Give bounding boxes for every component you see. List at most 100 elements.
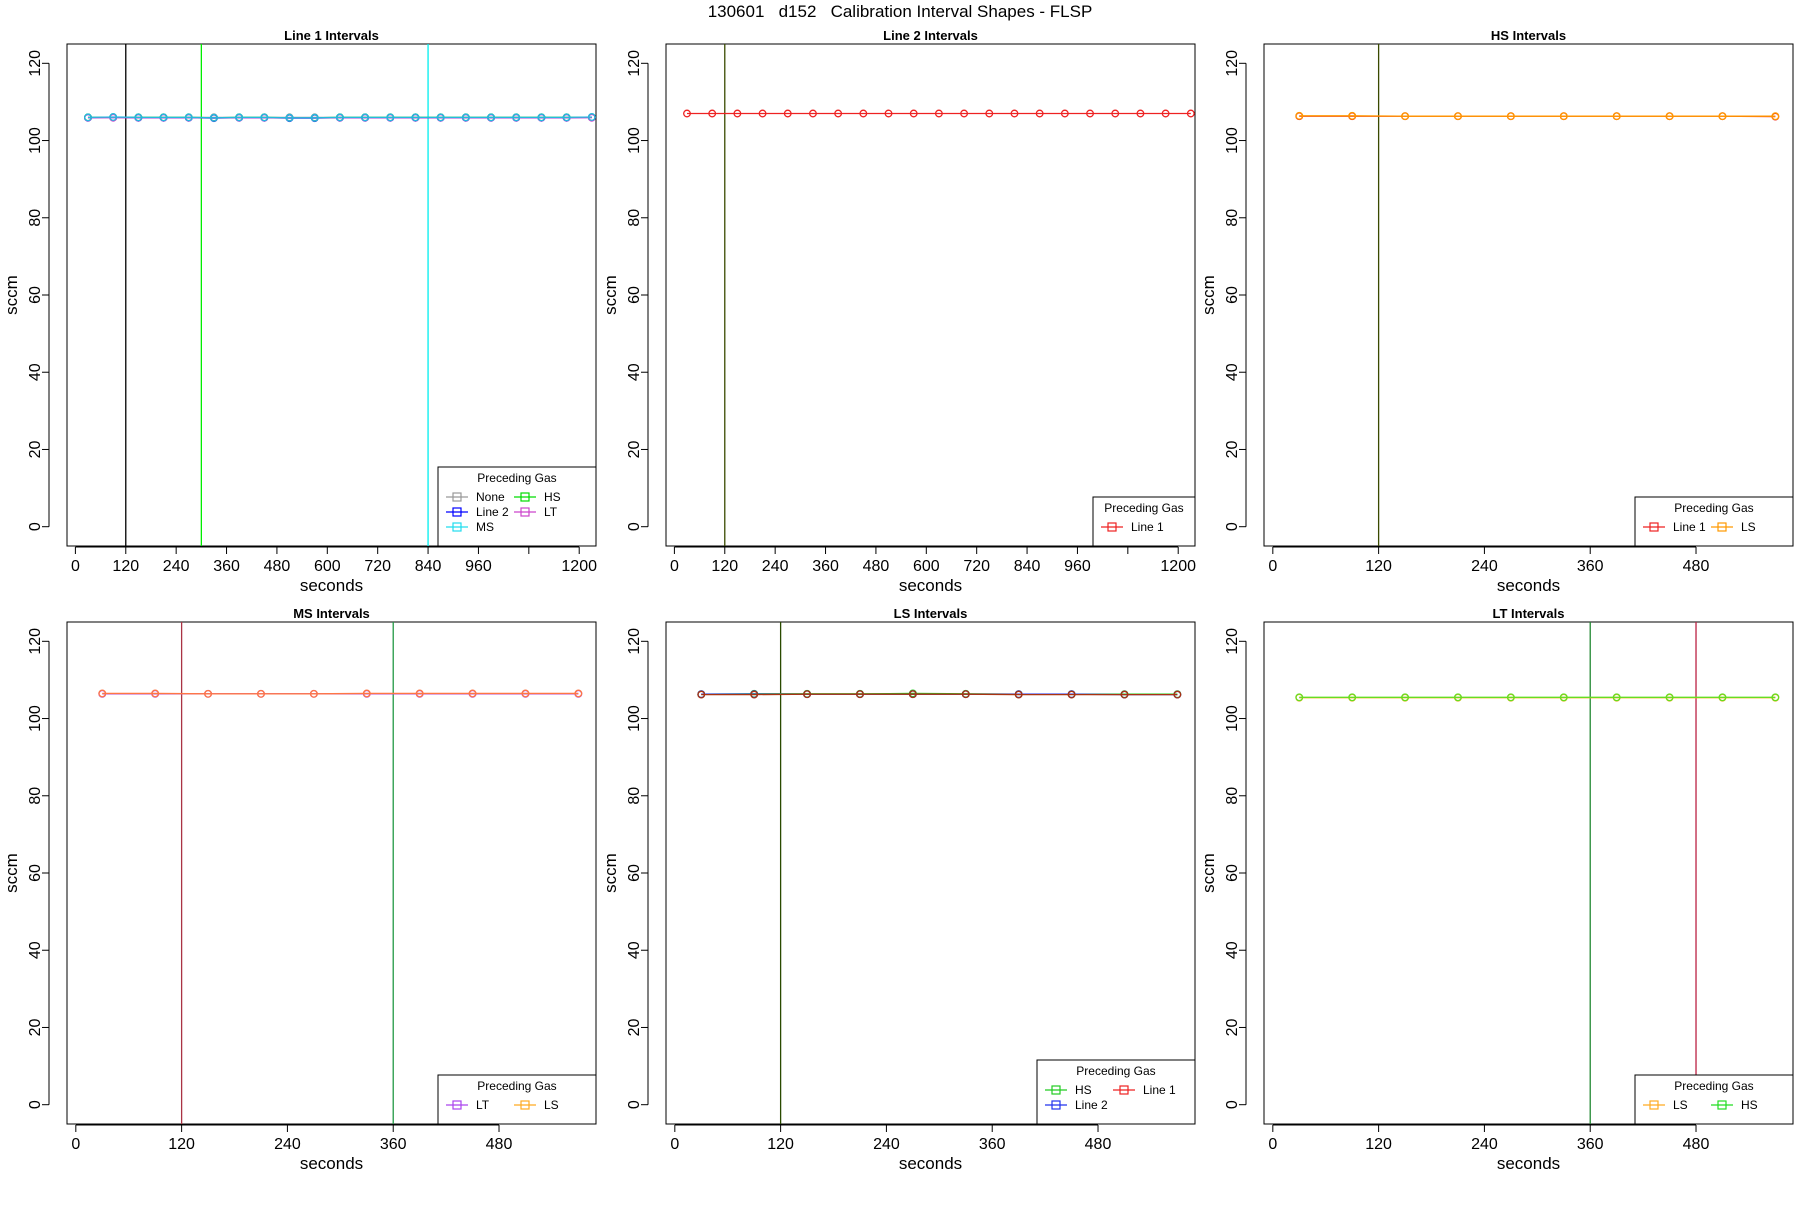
x-tick-label: 240 bbox=[163, 558, 190, 575]
y-tick-label: 80 bbox=[27, 209, 44, 227]
panel-title: Line 2 Intervals bbox=[883, 28, 978, 43]
y-tick-label: 0 bbox=[1224, 522, 1241, 531]
y-axis-label: sccm bbox=[601, 853, 620, 893]
legend: Preceding Gas Line 1 bbox=[1093, 497, 1195, 546]
y-axis-label: sccm bbox=[1199, 853, 1218, 893]
x-tick-label: 360 bbox=[812, 558, 839, 575]
panel-title: LS Intervals bbox=[894, 606, 968, 621]
x-tick-label: 360 bbox=[380, 1136, 407, 1153]
y-tick-label: 40 bbox=[1224, 363, 1241, 381]
y-tick-label: 60 bbox=[1224, 286, 1241, 304]
x-tick-label: 360 bbox=[213, 558, 240, 575]
y-tick-label: 80 bbox=[626, 787, 643, 805]
x-tick-label: 840 bbox=[415, 558, 442, 575]
y-tick-label: 100 bbox=[27, 705, 44, 732]
x-tick-label: 240 bbox=[1471, 558, 1498, 575]
legend-entry: LS bbox=[1673, 1098, 1688, 1112]
x-tick-label: 480 bbox=[486, 1136, 513, 1153]
y-tick-label: 120 bbox=[27, 628, 44, 655]
legend: Preceding Gas Line 1 LS bbox=[1635, 497, 1793, 546]
y-tick-label: 100 bbox=[1224, 127, 1241, 154]
y-tick-label: 60 bbox=[626, 286, 643, 304]
y-tick-label: 60 bbox=[626, 864, 643, 882]
y-tick-label: 40 bbox=[27, 941, 44, 959]
y-tick-label: 80 bbox=[626, 209, 643, 227]
x-tick-label: 120 bbox=[112, 558, 139, 575]
legend-title: Preceding Gas bbox=[1104, 501, 1183, 515]
x-tick-label: 0 bbox=[670, 558, 679, 575]
x-axis-label: seconds bbox=[1497, 1154, 1560, 1173]
legend-entry: Line 1 bbox=[1673, 520, 1706, 534]
legend-entry: Line 1 bbox=[1131, 520, 1164, 534]
x-axis-label: seconds bbox=[300, 576, 363, 595]
y-tick-label: 60 bbox=[1224, 864, 1241, 882]
y-tick-label: 0 bbox=[27, 1100, 44, 1109]
legend-entry: Line 2 bbox=[1075, 1098, 1108, 1112]
y-tick-label: 20 bbox=[27, 440, 44, 458]
x-tick-label: 960 bbox=[465, 558, 492, 575]
x-axis-label: seconds bbox=[899, 576, 962, 595]
x-tick-label: 120 bbox=[168, 1136, 195, 1153]
x-tick-label: 240 bbox=[873, 1136, 900, 1153]
y-tick-label: 100 bbox=[1224, 705, 1241, 732]
y-tick-label: 40 bbox=[626, 363, 643, 381]
legend-entry: LS bbox=[1741, 520, 1756, 534]
x-tick-label: 0 bbox=[1268, 1136, 1277, 1153]
panel-title: MS Intervals bbox=[293, 606, 370, 621]
legend-entry: LT bbox=[476, 1098, 490, 1112]
x-tick-label: 360 bbox=[1577, 1136, 1604, 1153]
y-tick-label: 80 bbox=[1224, 209, 1241, 227]
x-tick-label: 120 bbox=[711, 558, 738, 575]
legend-entry: LT bbox=[544, 505, 558, 519]
x-tick-label: 360 bbox=[1577, 558, 1604, 575]
y-axis-label: sccm bbox=[601, 275, 620, 315]
panel-title: HS Intervals bbox=[1491, 28, 1566, 43]
y-tick-label: 80 bbox=[1224, 787, 1241, 805]
x-tick-label: 0 bbox=[670, 1136, 679, 1153]
y-tick-label: 20 bbox=[27, 1018, 44, 1036]
y-axis-label: sccm bbox=[1199, 275, 1218, 315]
x-tick-label: 240 bbox=[762, 558, 789, 575]
x-tick-label: 480 bbox=[863, 558, 890, 575]
x-tick-label: 240 bbox=[1471, 1136, 1498, 1153]
y-tick-label: 20 bbox=[626, 1018, 643, 1036]
x-tick-label: 120 bbox=[767, 1136, 794, 1153]
panel-title: Line 1 Intervals bbox=[284, 28, 379, 43]
legend-title: Preceding Gas bbox=[477, 471, 556, 485]
plot-frame bbox=[67, 622, 596, 1124]
y-tick-label: 0 bbox=[626, 522, 643, 531]
plot-frame bbox=[1264, 44, 1793, 546]
x-tick-label: 480 bbox=[1085, 1136, 1112, 1153]
x-tick-label: 240 bbox=[274, 1136, 301, 1153]
y-tick-label: 60 bbox=[27, 286, 44, 304]
y-tick-label: 120 bbox=[1224, 50, 1241, 77]
y-tick-label: 0 bbox=[27, 522, 44, 531]
legend-entry: None bbox=[476, 490, 505, 504]
series-line-4 bbox=[88, 117, 592, 118]
legend-title: Preceding Gas bbox=[1674, 501, 1753, 515]
legend-entry: HS bbox=[544, 490, 561, 504]
legend-title: Preceding Gas bbox=[477, 1079, 556, 1093]
y-tick-label: 120 bbox=[1224, 628, 1241, 655]
legend-entry: HS bbox=[1075, 1083, 1092, 1097]
y-tick-label: 40 bbox=[27, 363, 44, 381]
plot-frame bbox=[666, 44, 1195, 546]
x-tick-label: 0 bbox=[71, 1136, 80, 1153]
x-tick-label: 0 bbox=[71, 558, 80, 575]
x-tick-label: 960 bbox=[1064, 558, 1091, 575]
y-tick-label: 120 bbox=[626, 50, 643, 77]
x-tick-label: 360 bbox=[979, 1136, 1006, 1153]
legend-entry: HS bbox=[1741, 1098, 1758, 1112]
plot-frame bbox=[666, 622, 1195, 1124]
y-tick-label: 20 bbox=[1224, 1018, 1241, 1036]
y-tick-label: 120 bbox=[626, 628, 643, 655]
y-tick-label: 0 bbox=[626, 1100, 643, 1109]
y-tick-label: 60 bbox=[27, 864, 44, 882]
